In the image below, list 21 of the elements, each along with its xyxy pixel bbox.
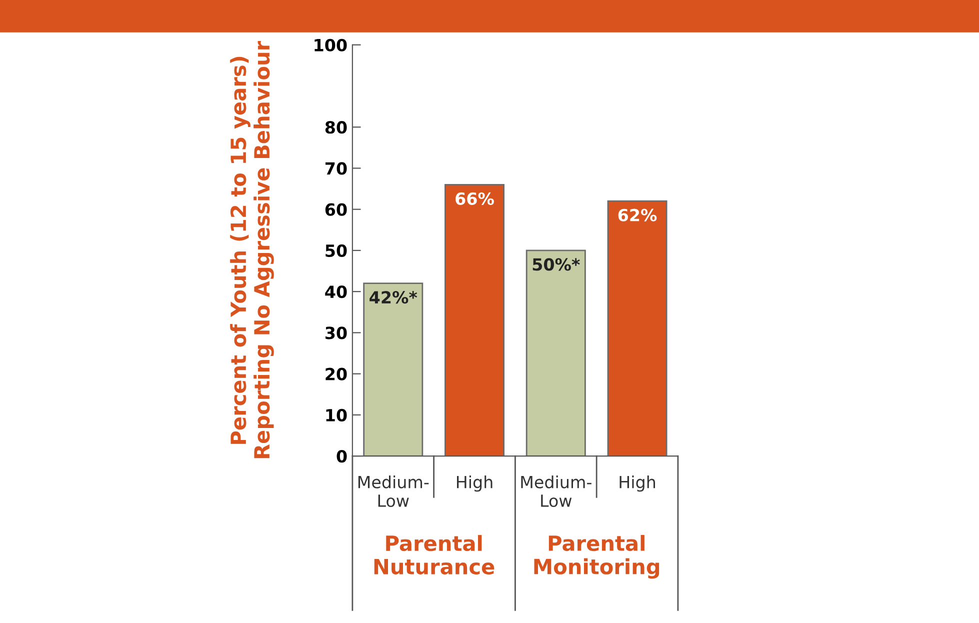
- y-tick-label: 10: [326, 408, 347, 422]
- data-label: 66%: [456, 192, 494, 205]
- y-tick-label: 0: [336, 450, 347, 463]
- y-tick-label: 30: [326, 326, 347, 340]
- x-tick-label: High: [456, 475, 492, 492]
- data-label: 62%: [618, 208, 657, 222]
- y-tick-label: 50: [326, 244, 347, 258]
- y-axis-title: Percent of Youth (12 to 15 years) Reporting No Aggressive Behaviour: [230, 40, 274, 458]
- y-tick-label: 60: [325, 203, 347, 216]
- y-tick-label: 40: [325, 286, 347, 298]
- y-tick-label: 80: [325, 121, 347, 134]
- y-tick-label: 100: [314, 38, 347, 52]
- text: Parental Nuturance: [374, 535, 494, 574]
- x-tick-label: Medium- Low: [358, 475, 429, 508]
- y-tick-label: 20: [326, 368, 347, 380]
- x-tick-label: Medium- Low: [521, 475, 592, 508]
- x-tick-label: High: [620, 475, 656, 492]
- text: Parental Monitoring: [534, 534, 660, 579]
- data-label: 42%*: [370, 291, 418, 304]
- y-tick-label: 70: [326, 162, 347, 175]
- data-label: 50%*: [532, 258, 580, 271]
